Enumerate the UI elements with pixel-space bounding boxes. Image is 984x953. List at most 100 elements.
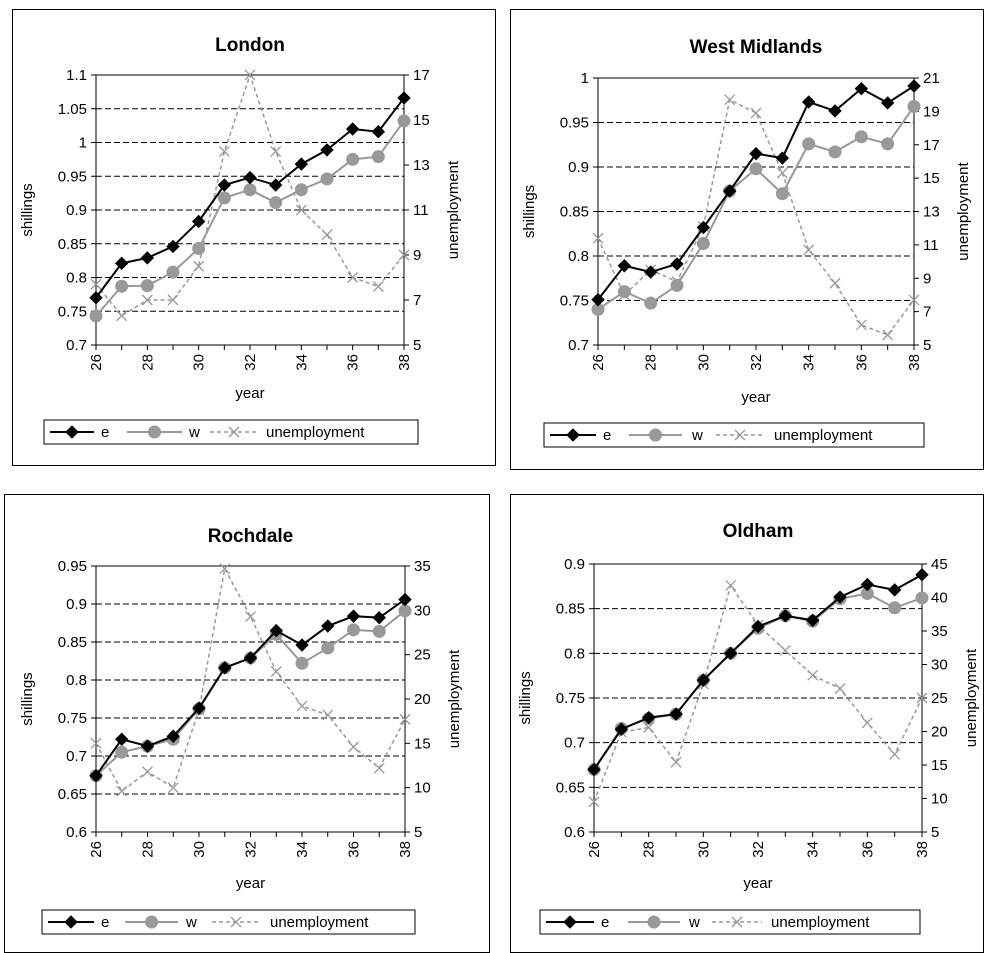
data-point-e: [833, 590, 847, 604]
legend-label-unemployment: unemployment: [266, 424, 365, 441]
data-point-e: [89, 291, 103, 305]
data-point-unemployment: [141, 294, 153, 306]
data-point-unemployment: [270, 666, 282, 677]
data-point-e: [218, 661, 232, 675]
data-point-w: [294, 183, 308, 197]
legend-marker-w: [647, 915, 661, 929]
data-point-unemployment: [245, 611, 256, 622]
legend-marker-e: [64, 915, 78, 929]
data-point-unemployment: [244, 69, 256, 81]
data-point-unemployment: [90, 278, 102, 290]
data-point-w: [140, 279, 154, 293]
data-point-w: [854, 130, 868, 144]
chart-svg: London 0.7 0.75 0.8 0.85 0.9 0.95 1 1.05 1.1 5 7 9 11…: [12, 9, 496, 466]
y-tick-label: 0.8: [564, 645, 585, 662]
x-axis-label: year: [235, 385, 264, 402]
legend-label-e: e: [101, 424, 109, 441]
data-point-e: [775, 151, 790, 165]
y-tick-label: 0.85: [58, 236, 87, 253]
data-point-unemployment: [588, 796, 600, 808]
data-point-e: [89, 769, 103, 783]
data-point-unemployment: [725, 579, 737, 591]
x-tick-label: 26: [88, 841, 105, 858]
y2-axis-label: unemployment: [445, 160, 462, 259]
data-point-w: [115, 279, 129, 293]
legend-marker-unemployment: [228, 426, 240, 438]
y-tick-label: 0.9: [564, 556, 585, 573]
x-tick-label: 34: [801, 354, 818, 371]
y-tick-label: 0.6: [66, 824, 87, 841]
y2-tick-label: 17: [923, 137, 940, 154]
data-point-e: [398, 592, 412, 607]
data-point-e: [269, 623, 283, 638]
data-point-e: [192, 701, 206, 715]
data-point-unemployment: [295, 204, 307, 216]
data-point-unemployment: [296, 700, 308, 712]
legend: e w unemployment: [543, 422, 925, 448]
y2-tick-label: 35: [414, 558, 431, 575]
data-point-w: [828, 145, 842, 159]
legend-label-e: e: [101, 914, 109, 931]
data-point-e: [320, 143, 334, 157]
x-tick-label: 32: [243, 841, 260, 858]
y2-tick-label: 45: [931, 556, 948, 573]
x-tick-label: 38: [397, 841, 414, 858]
data-point-unemployment: [373, 762, 385, 774]
y-tick-label: 1.1: [66, 67, 87, 84]
y2-tick-label: 5: [414, 824, 422, 841]
data-point-unemployment: [167, 294, 179, 306]
chart-svg: Oldham 0.6 0.65 0.7 0.75 0.8 0.85 0.9 5 10 15 20 25 3…: [510, 494, 984, 953]
chart-title: Oldham: [723, 521, 794, 542]
data-point-e: [880, 96, 895, 110]
data-point-unemployment: [219, 563, 231, 575]
y2-tick-label: 21: [923, 70, 940, 87]
legend: e w unemployment: [43, 419, 419, 445]
data-point-e: [751, 619, 765, 634]
data-point-e: [723, 646, 738, 661]
data-point-e: [887, 583, 902, 597]
legend-marker-e: [65, 425, 79, 439]
chart-title: West Midlands: [690, 37, 823, 58]
x-tick-label: 26: [586, 841, 603, 858]
data-point-unemployment: [776, 167, 788, 179]
x-tick-label: 28: [643, 354, 660, 371]
y2-tick-label: 11: [413, 202, 429, 219]
y2-tick-label: 5: [931, 824, 939, 841]
y-axis-label: shillings: [19, 183, 36, 236]
y-tick-label: 0.95: [58, 168, 87, 185]
y-tick-label: 0.95: [560, 115, 589, 132]
data-point-w: [347, 623, 360, 637]
data-point-unemployment: [807, 669, 819, 681]
data-point-e: [217, 178, 232, 192]
data-point-unemployment: [916, 692, 928, 704]
data-point-e: [371, 124, 386, 139]
data-point-w: [670, 278, 684, 292]
legend: e w unemployment: [539, 909, 921, 935]
legend-label-w: w: [688, 914, 700, 931]
data-point-e: [372, 610, 386, 625]
y-tick-label: 0.65: [58, 786, 87, 803]
y-tick-label: 1: [79, 135, 87, 152]
y-tick-label: 0.85: [556, 601, 585, 618]
chart-frame: [510, 9, 984, 470]
y2-tick-label: 11: [923, 237, 939, 254]
data-point-w: [89, 309, 103, 323]
y-tick-label: 0.8: [66, 270, 87, 287]
data-point-w: [371, 150, 385, 164]
y2-tick-label: 30: [931, 657, 948, 674]
legend-label-e: e: [601, 914, 609, 931]
data-point-e: [268, 178, 283, 192]
y2-axis-label: unemployment: [963, 648, 980, 747]
chart-panel-rochdale: Rochdale 0.6 0.65 0.7 0.75 0.8 0.85 0.9 0.95 5 10 1…: [4, 494, 490, 953]
data-point-e: [828, 104, 842, 118]
data-point-e: [166, 239, 180, 254]
y-tick-label: 0.7: [568, 337, 589, 354]
y-axis-label: shillings: [517, 671, 534, 724]
y2-tick-label: 35: [931, 623, 948, 640]
data-point-w: [617, 285, 631, 299]
y2-tick-label: 20: [414, 691, 431, 708]
data-point-w: [915, 591, 929, 605]
data-point-w: [269, 196, 283, 210]
data-point-unemployment: [670, 756, 682, 768]
y2-tick-label: 13: [413, 157, 430, 174]
